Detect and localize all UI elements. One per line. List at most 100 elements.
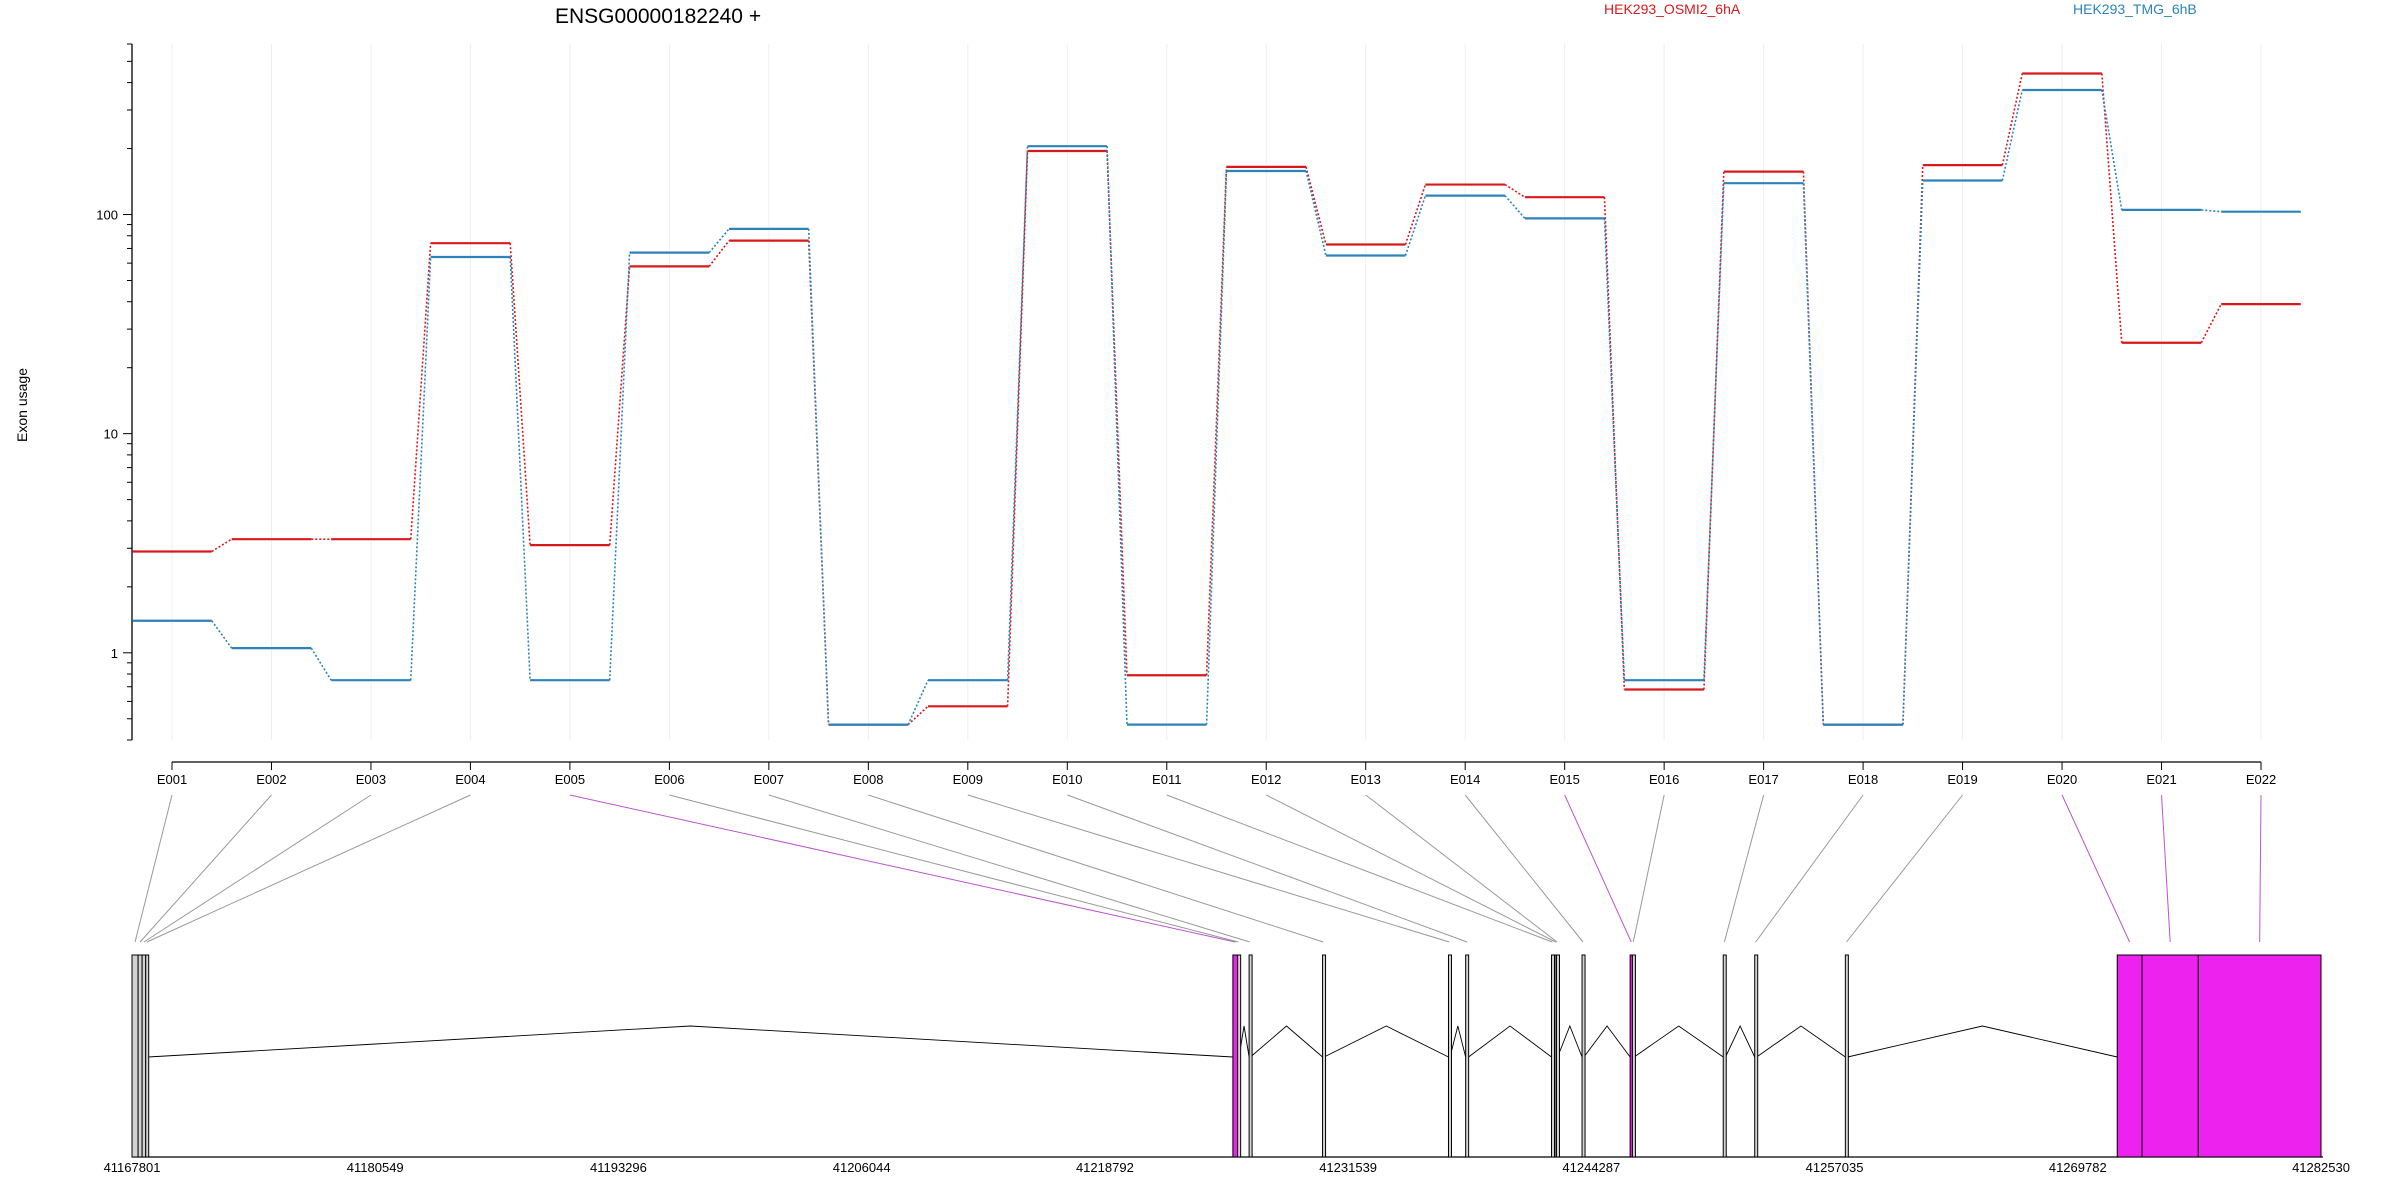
connector-E011 xyxy=(1166,794,1553,943)
x-tick-label: E005 xyxy=(555,772,585,787)
intron-chevron xyxy=(147,1025,1233,1058)
exon-E001 xyxy=(131,954,139,1158)
exon-E011 xyxy=(1551,954,1556,1158)
series-2-connector xyxy=(310,647,332,681)
legend-series-1: HEK293_OSMI2_6hA xyxy=(1604,1,1741,17)
series-2-connector xyxy=(1305,170,1327,256)
genomic-coordinate-label: 41282530 xyxy=(2292,1160,2350,1175)
exon-connectors xyxy=(134,794,2262,943)
connector-E018 xyxy=(1755,794,1864,943)
exon-E010 xyxy=(1465,954,1470,1158)
genomic-coordinate-label: 41231539 xyxy=(1319,1160,1377,1175)
series-1-connector xyxy=(708,240,730,267)
series-2-connector xyxy=(2101,89,2123,211)
x-tick-label: E006 xyxy=(654,772,684,787)
series-1-connector xyxy=(1305,166,1327,245)
connector-E020 xyxy=(2061,794,2131,943)
series-1-connector xyxy=(1404,184,1427,245)
series-2-connector xyxy=(2201,209,2222,213)
genomic-coordinate-label: 41193296 xyxy=(590,1160,647,1175)
gene-model: 41167801 41180549 41193296 41206044 41218792… xyxy=(104,954,2350,1175)
intron-chevron xyxy=(1756,1025,1846,1058)
axes: 1 10 100 E001 E002 E003 E004 E005 E006 E007 E008 E0… xyxy=(96,43,2276,787)
series-1-connector xyxy=(608,266,631,546)
y-axis-label: Exon usage xyxy=(14,368,30,442)
connector-E021 xyxy=(2161,794,2171,943)
series-1-connector xyxy=(1902,165,1924,725)
series-lines xyxy=(132,72,2301,726)
genomic-coordinate-label: 41257035 xyxy=(1806,1160,1864,1175)
exon-E007 xyxy=(1248,954,1253,1158)
series-1-connector xyxy=(409,243,432,540)
series-2-connector xyxy=(1205,170,1228,725)
series-2-connector xyxy=(1902,180,1924,725)
exon-E002 xyxy=(137,954,143,1158)
exon-E021 xyxy=(2141,954,2199,1158)
intron-chevron xyxy=(1557,1024,1583,1058)
x-tick-label: E004 xyxy=(455,772,485,787)
x-tick-label: E012 xyxy=(1251,772,1281,787)
exon-E014 xyxy=(1581,954,1586,1158)
series-2-connector xyxy=(1106,146,1128,725)
connector-E017 xyxy=(1723,794,1765,943)
x-tick-label: E015 xyxy=(1549,772,1579,787)
exon-E017 xyxy=(1722,954,1727,1158)
exon-E006 xyxy=(1237,954,1242,1158)
series-1-connector xyxy=(2101,73,2123,343)
connector-E001 xyxy=(134,794,173,943)
series-2-connector xyxy=(1006,146,1029,681)
x-tick-label: E013 xyxy=(1351,772,1381,787)
series-2-connector xyxy=(509,256,531,681)
intron-chevron xyxy=(1323,1025,1449,1058)
y-tick-label: 1 xyxy=(111,646,118,661)
intron-chevron xyxy=(1847,1025,2118,1058)
genomic-coordinate-label: 41269782 xyxy=(2049,1160,2107,1175)
genomic-coordinate-label: 41180549 xyxy=(347,1160,404,1175)
connector-E004 xyxy=(146,794,471,943)
series-2-connector xyxy=(1703,183,1725,681)
genomic-coordinate-label: 41206044 xyxy=(833,1160,891,1175)
x-tick-label: E016 xyxy=(1649,772,1679,787)
y-tick-label: 10 xyxy=(104,427,118,442)
grid-lines xyxy=(171,44,2262,740)
exon-E003 xyxy=(141,954,147,1158)
connector-E013 xyxy=(1365,794,1558,943)
genomic-coordinate-label: 41244287 xyxy=(1562,1160,1620,1175)
series-2-connector xyxy=(1404,195,1427,256)
connector-E009 xyxy=(967,794,1450,943)
series-2-connector xyxy=(708,228,730,254)
x-tick-label: E018 xyxy=(1848,772,1878,787)
genomic-coordinate-label: 41167801 xyxy=(104,1160,161,1175)
x-tick-label: E011 xyxy=(1152,772,1181,787)
connector-E006 xyxy=(669,794,1239,943)
series-2-connector xyxy=(211,620,233,649)
series-2-connector xyxy=(2001,89,2024,181)
intron-chevron xyxy=(1468,1025,1552,1058)
connector-E010 xyxy=(1067,794,1468,943)
intron-chevron xyxy=(1250,1025,1323,1058)
exon-E004 xyxy=(145,954,150,1158)
intron-chevron xyxy=(1725,1024,1756,1058)
exon-E018 xyxy=(1754,954,1759,1158)
connector-E022 xyxy=(2259,794,2262,943)
x-tick-label: E008 xyxy=(853,772,883,787)
intron-chevron xyxy=(1633,1025,1724,1058)
connector-E019 xyxy=(1846,794,1963,943)
connector-E012 xyxy=(1266,794,1556,943)
exon-E009 xyxy=(1447,954,1452,1158)
x-tick-label: E017 xyxy=(1748,772,1778,787)
x-tick-label: E019 xyxy=(1947,772,1977,787)
x-tick-label: E010 xyxy=(1052,772,1082,787)
x-tick-label: E007 xyxy=(754,772,784,787)
connector-E016 xyxy=(1632,794,1665,943)
series-1-connector xyxy=(1006,150,1029,707)
x-tick-label: E021 xyxy=(2146,772,2176,787)
connector-E007 xyxy=(768,794,1250,943)
connector-E005 xyxy=(569,794,1236,943)
x-tick-label: E002 xyxy=(256,772,286,787)
x-tick-label: E009 xyxy=(953,772,983,787)
series-2-connector xyxy=(1504,195,1526,219)
connector-E003 xyxy=(143,794,372,943)
series-1-connector xyxy=(907,705,929,726)
